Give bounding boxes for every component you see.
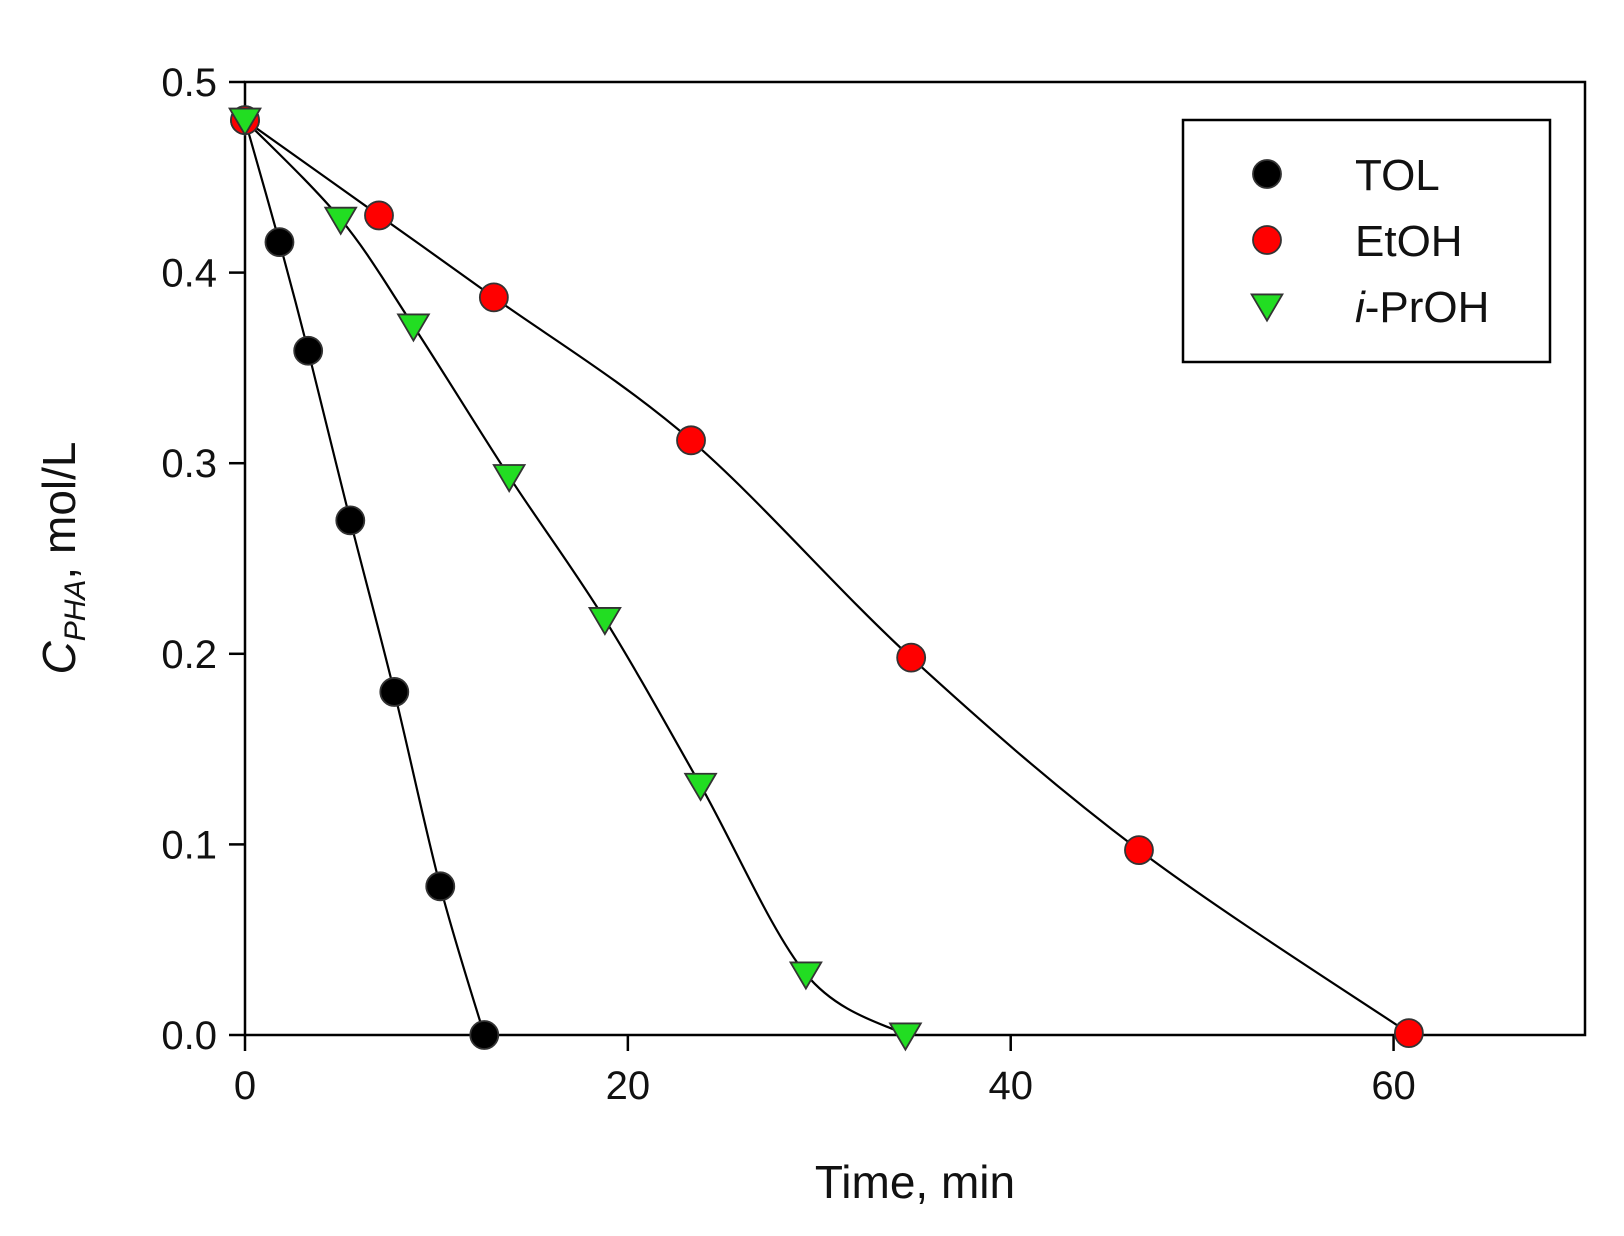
data-point-i-proh (323, 206, 358, 236)
x-tick-label: 0 (234, 1064, 256, 1108)
x-tick-label: 40 (988, 1064, 1033, 1108)
data-point-i-proh (788, 961, 823, 991)
legend-items: TOL EtOH i-PrOH (1250, 151, 1489, 332)
y-tick-label: 0.4 (161, 252, 217, 296)
data-point-etoh (676, 425, 706, 456)
y-axis-title-suffix: , mol/L (33, 442, 85, 580)
data-point-i-proh (587, 607, 622, 636)
legend-marker-i-proh (1250, 293, 1284, 323)
fit-curve-i-proh (244, 119, 907, 1036)
data-point-tol (425, 871, 456, 902)
data-point-i-proh (683, 772, 718, 802)
y-axis-title: CPHA, mol/L (33, 442, 92, 675)
legend-box (1181, 118, 1552, 364)
legend-label-i-proh: i-PrOH (1355, 283, 1489, 332)
legend-label-tol: TOL (1355, 151, 1440, 200)
legend-marker-tol (1252, 159, 1282, 189)
data-point-i-proh (492, 464, 527, 493)
data-point-i-proh (228, 107, 262, 137)
data-point-tol (335, 505, 366, 536)
legend: TOL EtOH i-PrOH (1181, 118, 1552, 364)
x-axis-title: Time, min (815, 1156, 1015, 1208)
data-point-tol (469, 1020, 500, 1050)
y-tick-label: 0.1 (161, 823, 217, 867)
data-point-etoh (478, 282, 509, 313)
data-markers (228, 105, 1424, 1052)
data-point-etoh (1124, 835, 1154, 866)
x-tick-label: 60 (1371, 1064, 1416, 1108)
y-tick-label: 0.0 (161, 1014, 217, 1058)
data-point-etoh (364, 200, 394, 231)
y-tick-label: 0.2 (161, 633, 217, 677)
ticks: 0 20 40 60 0.0 0.1 0.2 0.3 0.4 0.5 (161, 61, 1415, 1108)
data-point-etoh (1393, 1018, 1424, 1048)
legend-label-rest-part: -PrOH (1365, 283, 1490, 332)
y-axis-title-text: CPHA, mol/L (33, 442, 92, 675)
fit-curve-etoh (244, 119, 1410, 1035)
legend-label-italic-part: i (1355, 283, 1366, 332)
data-point-etoh (896, 642, 927, 673)
data-point-i-proh (888, 1022, 923, 1052)
data-point-i-proh (396, 313, 431, 343)
y-axis-title-subscript: PHA (59, 580, 92, 642)
legend-label-etoh: EtOH (1355, 217, 1463, 266)
legend-marker-etoh (1252, 225, 1282, 255)
y-axis-title-main: C (33, 640, 85, 674)
y-tick-label: 0.3 (161, 442, 217, 486)
data-point-tol (264, 227, 295, 258)
data-point-tol (293, 335, 324, 366)
x-tick-label: 20 (606, 1064, 651, 1108)
data-point-tol (379, 677, 410, 707)
y-tick-label: 0.5 (161, 61, 217, 105)
